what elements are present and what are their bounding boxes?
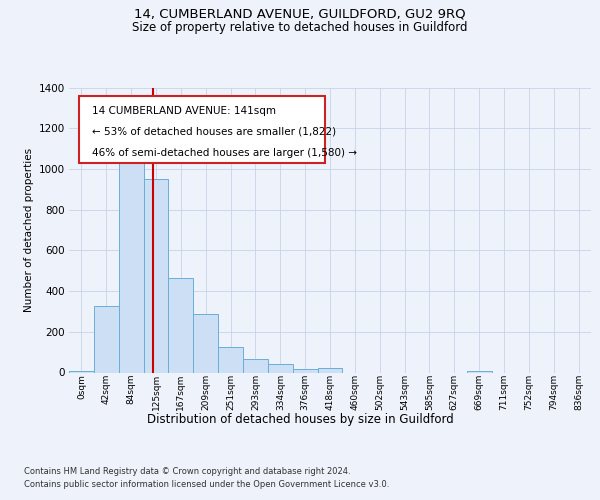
Bar bbox=[317, 368, 343, 372]
Text: Distribution of detached houses by size in Guildford: Distribution of detached houses by size … bbox=[146, 412, 454, 426]
Bar bbox=[94, 306, 119, 372]
FancyBboxPatch shape bbox=[79, 96, 325, 163]
Text: Contains public sector information licensed under the Open Government Licence v3: Contains public sector information licen… bbox=[24, 480, 389, 489]
Text: Contains HM Land Registry data © Crown copyright and database right 2024.: Contains HM Land Registry data © Crown c… bbox=[24, 468, 350, 476]
Bar bbox=[169, 278, 193, 372]
Bar bbox=[119, 146, 143, 372]
Bar bbox=[243, 358, 268, 372]
Text: 14, CUMBERLAND AVENUE, GUILDFORD, GU2 9RQ: 14, CUMBERLAND AVENUE, GUILDFORD, GU2 9R… bbox=[134, 8, 466, 20]
Text: 46% of semi-detached houses are larger (1,580) →: 46% of semi-detached houses are larger (… bbox=[92, 148, 358, 158]
Bar bbox=[143, 179, 169, 372]
Text: Size of property relative to detached houses in Guildford: Size of property relative to detached ho… bbox=[132, 21, 468, 34]
Bar bbox=[293, 369, 317, 372]
Bar bbox=[218, 347, 243, 372]
Text: 14 CUMBERLAND AVENUE: 141sqm: 14 CUMBERLAND AVENUE: 141sqm bbox=[92, 106, 277, 116]
Text: ← 53% of detached houses are smaller (1,822): ← 53% of detached houses are smaller (1,… bbox=[92, 127, 337, 137]
Bar bbox=[268, 364, 293, 372]
Bar bbox=[193, 314, 218, 372]
Y-axis label: Number of detached properties: Number of detached properties bbox=[25, 148, 34, 312]
